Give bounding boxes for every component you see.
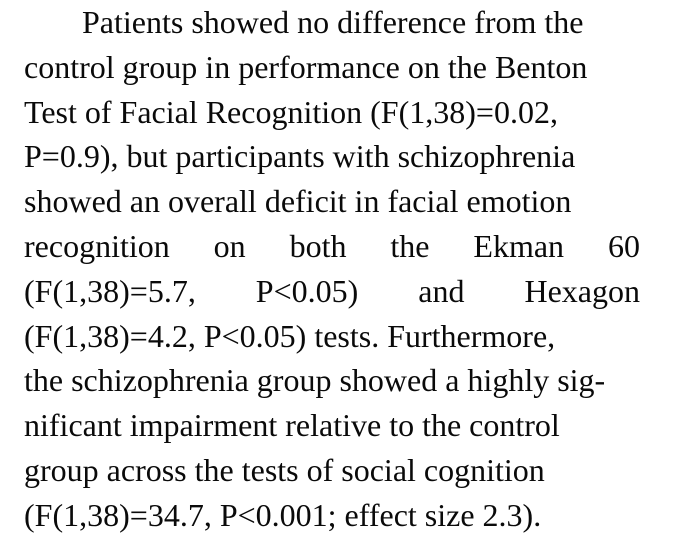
text-line: (F(1,38)=34.7, P<0.001; effect size 2.3)…: [24, 496, 542, 533]
text-line: the schizophrenia group showed a highly …: [24, 362, 606, 399]
word: Ekman: [473, 227, 565, 264]
text-line-justified: recognition on both the Ekman 60: [24, 224, 640, 269]
text-line: Test of Facial Recognition (F(1,38)=0.02…: [24, 93, 558, 130]
word: and: [418, 272, 465, 309]
word: the: [390, 227, 430, 264]
text-line-justified: (F(1,38)=5.7, P<0.05) and Hexagon: [24, 269, 640, 314]
word: recognition: [24, 227, 170, 264]
word: Hexagon: [524, 272, 640, 309]
word: 60: [607, 227, 640, 264]
text-line: nificant impairment relative to the cont…: [24, 407, 560, 444]
text-line: showed an overall deficit in facial emot…: [24, 183, 572, 220]
text-line: control group in performance on the Bent…: [24, 48, 588, 85]
word: (F(1,38)=5.7,: [24, 272, 196, 309]
word: on: [213, 227, 246, 264]
word: P<0.05): [255, 272, 359, 309]
word: both: [289, 227, 347, 264]
body-paragraph: Patients showed no difference from the c…: [24, 0, 640, 538]
text-line: Patients showed no difference from the: [82, 4, 584, 40]
text-line: group across the tests of social cogniti…: [24, 451, 545, 488]
text-line: P=0.9), but participants with schizophre…: [24, 138, 576, 175]
text-line: (F(1,38)=4.2, P<0.05) tests. Furthermore…: [24, 317, 556, 354]
